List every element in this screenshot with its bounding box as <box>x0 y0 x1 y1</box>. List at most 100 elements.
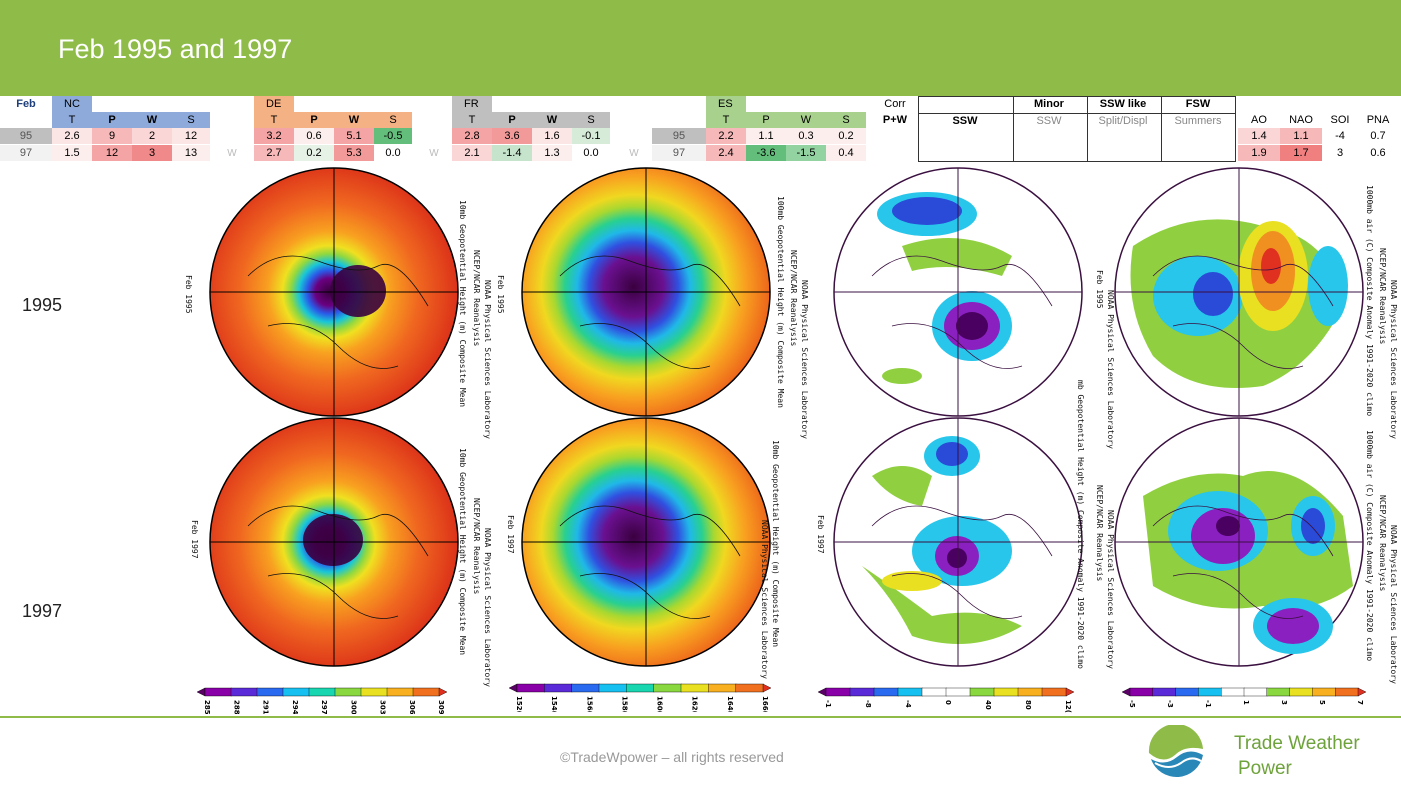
colorbar-segment <box>598 683 628 693</box>
colorbar-tick-label: 0 <box>944 700 952 705</box>
colorbar-segment <box>1121 687 1131 697</box>
es-col-w: W <box>800 114 812 126</box>
map-caption-feb95-2: Feb 1995 <box>496 275 505 314</box>
colorbar-tick-label: -1 <box>824 700 832 708</box>
colorbar-tick-label: 166( <box>761 696 769 712</box>
map-caption-10mb-97b: 10mb Geopotential Height (m) Composite M… <box>771 440 780 648</box>
fr-t-95: 2.8 <box>452 128 492 144</box>
colorbar-segment <box>571 683 600 693</box>
colorbar-tick-label: 7 <box>1356 700 1364 705</box>
map-10mb-1995 <box>208 166 460 418</box>
year-label-1997: 1997 <box>22 601 63 621</box>
nc-w-95: 2 <box>132 128 172 144</box>
colorbar-segment <box>1334 687 1359 697</box>
de-w-97: 5.3 <box>334 145 374 161</box>
colorbar-tick-label: 309( <box>437 700 445 714</box>
map-caption-noaa-8: NOAA Physical Sciences Laboratory <box>1389 525 1398 684</box>
colorbar-segment <box>945 687 971 697</box>
colorbar-tick-label: 306( <box>408 700 416 714</box>
trade-weather-power-logo <box>1145 723 1207 781</box>
ao-97: 1.9 <box>1238 145 1280 161</box>
map-caption-feb97-2: Feb 1997 <box>506 515 515 554</box>
fr-p-95: 3.6 <box>492 128 532 144</box>
region-nc: NC <box>52 96 92 112</box>
colorbar-segment <box>1065 687 1075 697</box>
colorbar-segment <box>1041 687 1067 697</box>
year-label-1995: 1995 <box>22 295 63 315</box>
summers-label: Summers <box>1174 115 1222 127</box>
colorbar-segment <box>308 687 336 697</box>
pna-95: 0.7 <box>1370 130 1386 142</box>
nc-header-band <box>52 112 210 128</box>
map-caption-noaa-1: NOAA Physical Sciences Laboratory <box>483 280 492 439</box>
map-100mb-1995 <box>520 166 772 418</box>
colorbar-tick-label: 12( <box>1064 700 1072 713</box>
map-temp-anomaly-1995 <box>1113 166 1365 418</box>
map-anomaly-1997 <box>832 416 1084 668</box>
colorbar-segment <box>653 683 682 693</box>
row-year: 95 <box>652 128 706 144</box>
corr-pw-label: P+W <box>882 114 908 126</box>
map-temp-anomaly-1997 <box>1113 416 1365 668</box>
colorbar-segment <box>386 687 414 697</box>
colorbar-segment <box>282 687 310 697</box>
colorbar-segment <box>360 687 388 697</box>
idx-col-pna: PNA <box>1366 114 1390 126</box>
feb-label: Feb <box>16 98 36 110</box>
fr-col-t: T <box>468 114 476 126</box>
es-s-95: 0.2 <box>826 128 866 144</box>
fr-col-p: P <box>508 114 516 126</box>
de-t-95: 3.2 <box>254 128 294 144</box>
colorbar-temp-anomaly: -5 -3 -1 1 3 5 7 <box>1121 686 1367 714</box>
nc-col-p: P <box>108 114 116 126</box>
colorbar-segment <box>334 687 362 697</box>
colorbar-segment <box>626 683 655 693</box>
colorbar-segment <box>1152 687 1177 697</box>
nc-w-97: 3 <box>132 145 172 161</box>
colorbar-segment <box>412 687 440 697</box>
row-year: 97 <box>0 145 52 161</box>
w-marker: W <box>227 148 237 159</box>
fr-w-97: 1.3 <box>532 145 572 161</box>
page-title: Feb 1995 and 1997 <box>58 34 293 64</box>
map-caption-feb97-3: Feb 1997 <box>816 515 825 554</box>
de-w-95: 5.1 <box>334 128 374 144</box>
de-s-95: -0.5 <box>374 128 412 144</box>
idx-col-soi: SOI <box>1330 114 1350 126</box>
es-t-97: 2.4 <box>706 145 746 161</box>
minor-label: Minor <box>1034 98 1064 110</box>
de-p-95: 0.6 <box>294 128 334 144</box>
map-caption-ncep-5: NCEP/NCAR Reanalysis <box>472 498 481 595</box>
row-year: 97 <box>652 145 706 161</box>
es-header-band <box>706 112 866 128</box>
map-100mb-1997 <box>520 416 772 668</box>
header-bar: Feb 1995 and 1997 <box>0 0 1401 96</box>
es-w-97: -1.5 <box>786 145 826 161</box>
nao-97: 1.7 <box>1280 145 1322 161</box>
idx-col-nao: NAO <box>1289 114 1313 126</box>
map-caption-ncep-4: NCEP/NCAR Reanalysis <box>1378 248 1387 345</box>
colorbar-tick-label: 1 <box>1242 700 1250 705</box>
colorbar-tick-label: 154( <box>550 696 558 712</box>
es-p-95: 1.1 <box>746 128 786 144</box>
colorbar-height-anomaly: -1 -8 -4 0 40 80 12( <box>817 686 1075 714</box>
es-col-t: T <box>722 114 730 126</box>
colorbar-segment <box>1017 687 1043 697</box>
ssw-box <box>918 96 1236 162</box>
colorbar-segment <box>817 687 827 697</box>
nc-s-95: 12 <box>172 128 210 144</box>
colorbar-100mb: 152(154(156(158(160(162(164(166( <box>508 682 772 714</box>
es-col-p: P <box>762 114 770 126</box>
brand-line-1: Trade Weather <box>1234 733 1360 754</box>
de-col-s: S <box>389 114 397 126</box>
colorbar-segment <box>1220 687 1245 697</box>
colorbar-segment <box>204 687 232 697</box>
fsw-label: FSW <box>1185 98 1211 110</box>
colorbar-tick-label: 40 <box>984 700 992 710</box>
map-caption-100mb-95: 100mb Geopotential Height (m) Composite … <box>776 196 785 408</box>
colorbar-tick-label: 291( <box>262 700 270 714</box>
colorbar-segment <box>1198 687 1222 697</box>
map-caption-ncep-7: NCEP/NCAR Reanalysis <box>1095 485 1104 582</box>
colorbar-tick-label: 160( <box>656 696 664 712</box>
colorbar-segment <box>1266 687 1291 697</box>
